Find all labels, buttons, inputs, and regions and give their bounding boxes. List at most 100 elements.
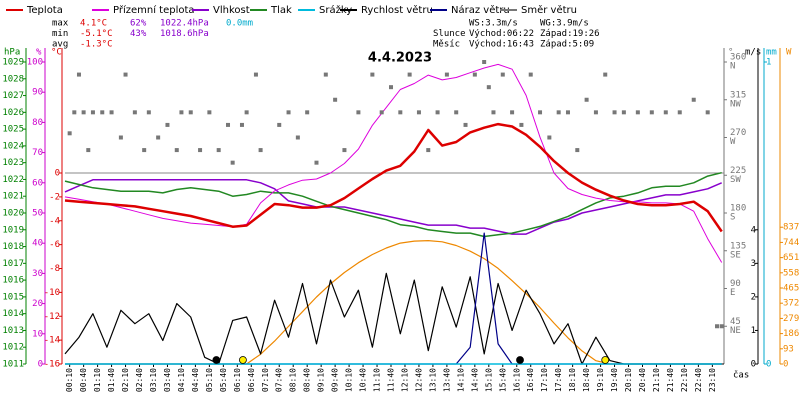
sun-moon-marker bbox=[601, 356, 610, 364]
direction-point bbox=[142, 148, 147, 153]
direction-point bbox=[198, 148, 203, 153]
direction-point bbox=[426, 148, 431, 153]
x-tick-label: 23:10 bbox=[708, 368, 717, 392]
direction-point bbox=[174, 148, 179, 153]
tick-label: 225 bbox=[730, 166, 746, 176]
x-axis-label: čas bbox=[733, 370, 749, 381]
direction-point bbox=[188, 110, 193, 115]
tick-label: 0 bbox=[766, 360, 771, 370]
direction-point bbox=[612, 110, 617, 115]
direction-point bbox=[416, 110, 421, 115]
direction-point bbox=[230, 160, 235, 165]
direction-point bbox=[370, 72, 375, 77]
legend-label: Náraz větru bbox=[451, 4, 510, 16]
tick-label: 0 bbox=[751, 360, 756, 370]
axis-unit: mm bbox=[766, 48, 777, 58]
x-tick-label: 03:10 bbox=[149, 368, 158, 392]
stat-text: 4.1°C bbox=[80, 19, 107, 29]
x-tick-label: 08:40 bbox=[303, 368, 312, 392]
tick-label: SE bbox=[730, 250, 741, 260]
x-tick-label: 02:40 bbox=[135, 368, 144, 392]
direction-point bbox=[649, 110, 654, 115]
axis-unit: °C bbox=[51, 48, 62, 58]
direction-point bbox=[603, 72, 608, 77]
stat-text: max bbox=[52, 19, 69, 29]
tick-label: 4 bbox=[751, 225, 756, 235]
direction-point bbox=[575, 148, 580, 153]
x-tick-label: 15:10 bbox=[484, 368, 493, 392]
tick-label: -8 bbox=[49, 264, 60, 274]
tick-label: 90 bbox=[730, 279, 741, 289]
x-tick-label: 17:10 bbox=[540, 368, 549, 392]
x-tick-label: 13:10 bbox=[428, 368, 437, 392]
tick-label: -14 bbox=[44, 336, 60, 346]
tick-label: 1014 bbox=[2, 309, 24, 319]
direction-point bbox=[547, 135, 552, 140]
stat-text: 0.0mm bbox=[226, 19, 253, 29]
tick-label: 1 bbox=[751, 326, 756, 336]
legend-label: Vlhkost bbox=[213, 5, 250, 16]
direction-point bbox=[146, 110, 151, 115]
tick-label: NW bbox=[730, 99, 741, 109]
tick-label: NE bbox=[730, 326, 741, 336]
stat-text: -1.3°C bbox=[80, 40, 113, 50]
x-tick-label: 14:10 bbox=[456, 368, 465, 392]
x-tick-label: 00:10 bbox=[65, 368, 74, 392]
tick-label: 100 bbox=[27, 58, 43, 68]
direction-point bbox=[253, 72, 258, 77]
tick-label: 1027 bbox=[2, 91, 24, 101]
x-tick-label: 19:40 bbox=[610, 368, 619, 392]
tick-label: 1013 bbox=[2, 326, 24, 336]
direction-point bbox=[123, 72, 128, 77]
direction-point bbox=[81, 110, 86, 115]
x-tick-label: 12:40 bbox=[414, 368, 423, 392]
tick-label: -4 bbox=[49, 216, 60, 226]
series-line bbox=[64, 272, 722, 365]
tick-label: 1015 bbox=[2, 292, 24, 302]
direction-point bbox=[584, 97, 589, 102]
info-text: Západ:19:26 bbox=[540, 29, 600, 39]
tick-label: 90 bbox=[32, 88, 43, 98]
tick-label: 1017 bbox=[2, 259, 24, 269]
direction-point bbox=[295, 135, 300, 140]
direction-point bbox=[86, 148, 91, 153]
legend-label: Tlak bbox=[270, 5, 292, 16]
info-text: WG:3.9m/s bbox=[540, 19, 589, 29]
direction-point bbox=[90, 110, 95, 115]
direction-point bbox=[72, 110, 77, 115]
legend-label: Směr větru bbox=[521, 4, 577, 16]
direction-point bbox=[593, 110, 598, 115]
x-tick-label: 05:40 bbox=[219, 368, 228, 392]
tick-label: 45 bbox=[730, 317, 741, 327]
tick-label: N bbox=[730, 62, 735, 72]
x-tick-label: 11:10 bbox=[373, 368, 382, 392]
tick-label: 30 bbox=[32, 269, 43, 279]
direction-point bbox=[286, 110, 291, 115]
direction-point bbox=[314, 160, 319, 165]
direction-point bbox=[565, 110, 570, 115]
x-tick-label: 16:40 bbox=[526, 368, 535, 392]
info-text: Východ:16:43 bbox=[469, 40, 534, 50]
tick-label: 50 bbox=[32, 209, 43, 219]
series-line bbox=[64, 122, 723, 233]
tick-label: E bbox=[730, 288, 735, 298]
tick-label: 1021 bbox=[2, 192, 24, 202]
tick-label: 1022 bbox=[2, 175, 24, 185]
x-tick-label: 19:10 bbox=[596, 368, 605, 392]
direction-point bbox=[277, 122, 282, 127]
tick-label: 1018 bbox=[2, 242, 24, 252]
x-tick-label: 11:40 bbox=[387, 368, 396, 392]
tick-label: 837 bbox=[783, 223, 799, 233]
x-tick-label: 10:10 bbox=[345, 368, 354, 392]
direction-point bbox=[472, 72, 477, 77]
tick-label: 1016 bbox=[2, 276, 24, 286]
x-tick-label: 17:40 bbox=[554, 368, 563, 392]
x-tick-label: 15:40 bbox=[498, 368, 507, 392]
direction-point bbox=[691, 97, 696, 102]
tick-label: 744 bbox=[783, 238, 799, 248]
x-tick-label: 16:10 bbox=[512, 368, 521, 392]
tick-label: 70 bbox=[32, 148, 43, 158]
x-tick-label: 13:40 bbox=[442, 368, 451, 392]
direction-point bbox=[705, 110, 710, 115]
